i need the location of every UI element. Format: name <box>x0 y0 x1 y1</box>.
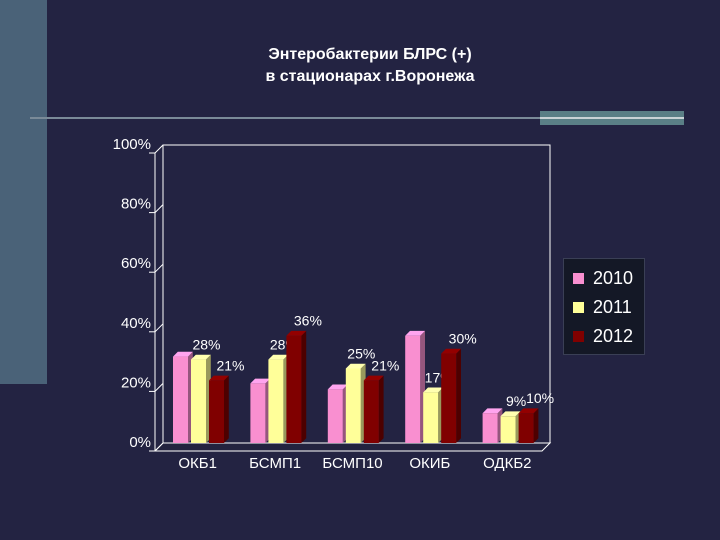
bar-2010-2 <box>327 389 343 443</box>
bar-top <box>518 408 539 414</box>
data-label-2012-3: 30% <box>449 331 477 347</box>
data-label-2011-4: 9% <box>506 393 526 409</box>
bar-top <box>441 348 461 354</box>
bar-2012-2 <box>363 380 379 443</box>
y-tick-label: 60% <box>121 255 151 272</box>
bar-side <box>378 375 384 443</box>
bar-2010-3 <box>405 335 421 443</box>
y-tick-diagonal <box>154 383 164 392</box>
slide-title-line2: в стационарах г.Воронежа <box>265 68 475 85</box>
x-tick-label: ОДКБ2 <box>483 455 531 472</box>
bar-2012-0 <box>209 380 224 443</box>
legend-swatch-2012 <box>573 330 584 342</box>
bar-2011-3 <box>423 392 439 443</box>
y-tick-label: 80% <box>121 196 151 213</box>
slide-title-line1: Энтеробактерии БЛРС (+) <box>268 46 472 63</box>
bar-2011-1 <box>268 359 284 443</box>
legend-swatch-2011 <box>573 301 584 313</box>
y-tick-label: 0% <box>129 434 151 451</box>
data-label-2012-4: 10% <box>526 390 554 406</box>
bar-top <box>500 411 521 417</box>
bar-2010-0 <box>173 356 188 443</box>
bar-top <box>286 330 307 336</box>
bar-side <box>533 408 539 443</box>
legend-item-2010: 2010 <box>573 267 633 289</box>
y-tick-label: 40% <box>121 315 151 332</box>
bar-2010-4 <box>482 413 498 443</box>
data-label-2012-1: 36% <box>294 313 322 329</box>
legend-swatch-2010 <box>573 272 584 284</box>
bar-top <box>345 363 366 369</box>
title-underline <box>30 117 540 119</box>
bar-side <box>301 330 307 443</box>
bar-top <box>173 351 193 357</box>
legend-item-2012: 2012 <box>573 325 633 347</box>
y-tick-diagonal <box>154 144 164 154</box>
plot-floor <box>153 442 552 452</box>
bar-2011-2 <box>345 368 361 443</box>
bar-top <box>191 354 211 360</box>
bar-2012-4 <box>518 413 534 443</box>
bar-top <box>363 375 384 381</box>
bar-top <box>268 354 289 360</box>
y-tick-diagonal <box>154 442 164 452</box>
bar-2012-1 <box>286 335 302 443</box>
side-accent-bar <box>0 0 47 384</box>
x-tick-label: ОКБ1 <box>178 455 217 472</box>
data-label-2011-0: 28% <box>192 337 220 353</box>
legend-label-2012: 2012 <box>593 325 634 346</box>
chart-legend: 2010 2011 2012 <box>563 258 645 355</box>
bar-side <box>456 348 461 443</box>
y-tick-diagonal <box>154 323 164 333</box>
bar-2011-4 <box>500 416 516 443</box>
x-tick-label: БСМП1 <box>249 455 301 472</box>
data-label-2012-0: 21% <box>216 357 244 373</box>
legend-label-2010: 2010 <box>593 267 634 288</box>
legend-label-2011: 2011 <box>593 296 632 317</box>
accent-line <box>540 117 684 119</box>
x-tick-label: ОКИБ <box>409 455 450 472</box>
data-label-2011-2: 25% <box>347 346 375 362</box>
bar-top <box>250 378 271 384</box>
legend-item-2011: 2011 <box>573 296 632 318</box>
x-tick-label: БСМП10 <box>322 455 382 472</box>
slide-title: Энтеробактерии БЛРС (+) в стационарах г.… <box>160 44 580 88</box>
bar-top <box>209 375 229 381</box>
data-label-2012-2: 21% <box>371 357 399 373</box>
bar-top <box>423 387 443 393</box>
bar-top <box>327 384 348 390</box>
y-tick-label: 100% <box>113 136 151 153</box>
bar-side <box>224 375 229 443</box>
y-tick-diagonal <box>154 263 164 273</box>
bar-top <box>482 408 503 414</box>
bar-2010-1 <box>250 383 266 443</box>
bar-2011-0 <box>191 359 206 443</box>
bar-top <box>405 330 425 336</box>
y-tick-label: 20% <box>121 374 151 391</box>
y-tick-diagonal <box>154 204 164 213</box>
bar-2012-3 <box>441 353 457 443</box>
